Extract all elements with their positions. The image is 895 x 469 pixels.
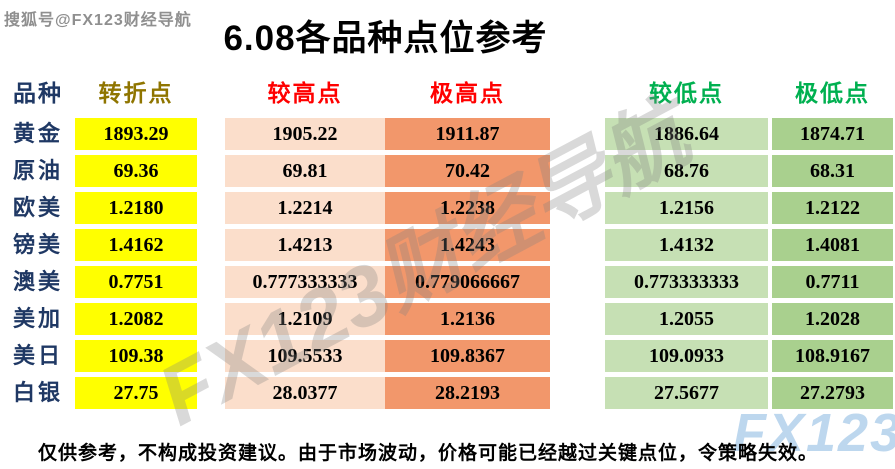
higher-point-cell: 69.81 xyxy=(225,155,385,187)
pivot-point-cell: 109.38 xyxy=(75,340,197,372)
pivot-point-cell: 1893.29 xyxy=(75,118,197,150)
extreme-low-cell: 1.4081 xyxy=(772,229,893,261)
pivot-point-cell: 1.2082 xyxy=(75,303,197,335)
lower-point-cell: 1.4132 xyxy=(605,229,768,261)
header-lower-point: 较低点 xyxy=(649,80,724,106)
extreme-low-cell: 0.7711 xyxy=(772,266,893,298)
lower-point-cell: 68.76 xyxy=(605,155,768,187)
extreme-high-cell: 1.2136 xyxy=(385,303,550,335)
product-name-cell: 黄金 xyxy=(12,121,63,146)
lower-point-cell: 109.0933 xyxy=(605,340,768,372)
pivot-point-cell: 0.7751 xyxy=(75,266,197,298)
extreme-low-cell: 27.2793 xyxy=(772,377,893,409)
lower-point-cell: 1886.64 xyxy=(605,118,768,150)
header-extreme-high: 极高点 xyxy=(430,80,505,106)
product-name-cell: 原油 xyxy=(12,158,63,183)
extreme-low-cell: 108.9167 xyxy=(772,340,893,372)
extreme-low-cell: 1874.71 xyxy=(772,118,893,150)
higher-point-cell: 1.4213 xyxy=(225,229,385,261)
extreme-high-cell: 1.4243 xyxy=(385,229,550,261)
product-name-cell: 镑美 xyxy=(12,232,63,257)
table-header: 品种 转折点 较高点 极高点 较低点 极低点 xyxy=(0,76,895,110)
extreme-low-cell: 68.31 xyxy=(772,155,893,187)
higher-point-cell: 109.5533 xyxy=(225,340,385,372)
table-row: 原油 69.36 69.81 70.42 68.76 68.31 xyxy=(0,155,895,187)
extreme-high-cell: 109.8367 xyxy=(385,340,550,372)
table-row: 美日 109.38 109.5533 109.8367 109.0933 108… xyxy=(0,340,895,372)
product-name-cell: 欧美 xyxy=(12,195,63,220)
higher-point-cell: 1.2214 xyxy=(225,192,385,224)
header-extreme-low: 极低点 xyxy=(795,80,870,106)
extreme-high-cell: 70.42 xyxy=(385,155,550,187)
table-row: 白银 27.75 28.0377 28.2193 27.5677 27.2793 xyxy=(0,377,895,409)
header-pivot-point: 转折点 xyxy=(98,80,174,106)
higher-point-cell: 1.2109 xyxy=(225,303,385,335)
pivot-point-cell: 69.36 xyxy=(75,155,197,187)
lower-point-cell: 27.5677 xyxy=(605,377,768,409)
extreme-high-cell: 1911.87 xyxy=(385,118,550,150)
higher-point-cell: 0.777333333 xyxy=(225,266,385,298)
higher-point-cell: 28.0377 xyxy=(225,377,385,409)
pivot-point-cell: 27.75 xyxy=(75,377,197,409)
table-row: 欧美 1.2180 1.2214 1.2238 1.2156 1.2122 xyxy=(0,192,895,224)
page-title: 6.08各品种点位参考 xyxy=(223,19,548,58)
extreme-low-cell: 1.2028 xyxy=(772,303,893,335)
table-row: 镑美 1.4162 1.4213 1.4243 1.4132 1.4081 xyxy=(0,229,895,261)
table-row: 美加 1.2082 1.2109 1.2136 1.2055 1.2028 xyxy=(0,303,895,335)
header-higher-point: 较高点 xyxy=(267,80,343,106)
table-row: 黄金 1893.29 1905.22 1911.87 1886.64 1874.… xyxy=(0,118,895,150)
pivot-point-cell: 1.4162 xyxy=(75,229,197,261)
extreme-high-cell: 0.779066667 xyxy=(385,266,550,298)
extreme-high-cell: 1.2238 xyxy=(385,192,550,224)
pivot-point-cell: 1.2180 xyxy=(75,192,197,224)
product-name-cell: 美日 xyxy=(12,343,63,368)
product-name-cell: 澳美 xyxy=(12,269,63,294)
extreme-low-cell: 1.2122 xyxy=(772,192,893,224)
product-name-cell: 白银 xyxy=(12,380,63,405)
extreme-high-cell: 28.2193 xyxy=(385,377,550,409)
disclaimer-text: 仅供参考，不构成投资建议。由于市场波动，价格可能已经越过关键点位，令策略失效。 xyxy=(38,443,819,464)
table-row: 澳美 0.7751 0.777333333 0.779066667 0.7733… xyxy=(0,266,895,298)
product-name-cell: 美加 xyxy=(12,306,63,331)
fx123-logo-watermark: FX123 xyxy=(733,403,895,463)
table-body: 黄金 1893.29 1905.22 1911.87 1886.64 1874.… xyxy=(0,118,895,414)
lower-point-cell: 1.2055 xyxy=(605,303,768,335)
lower-point-cell: 1.2156 xyxy=(605,192,768,224)
header-product: 品种 xyxy=(13,80,63,106)
lower-point-cell: 0.773333333 xyxy=(605,266,768,298)
source-watermark: 搜狐号@FX123财经导航 xyxy=(4,12,192,29)
higher-point-cell: 1905.22 xyxy=(225,118,385,150)
